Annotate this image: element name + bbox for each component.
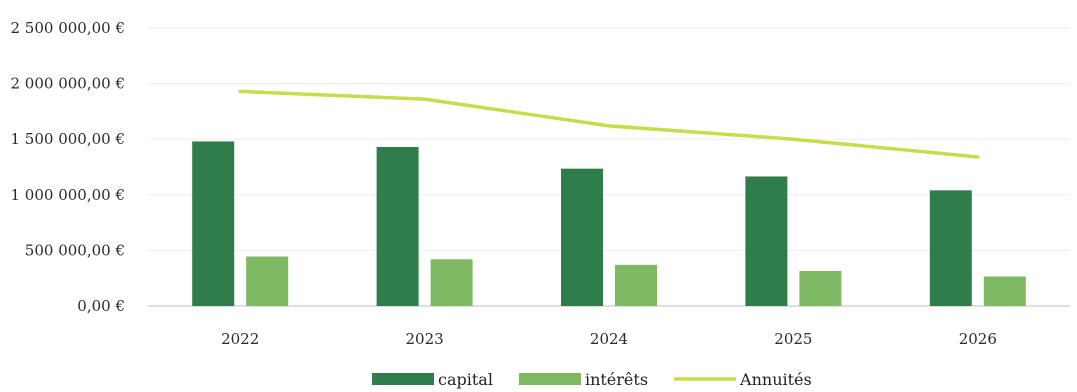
bar-capital-2023 bbox=[376, 146, 419, 306]
x-tick-label: 2024 bbox=[590, 330, 628, 348]
legend-swatch bbox=[518, 373, 581, 385]
y-tick-label: 500 000,00 € bbox=[25, 241, 125, 259]
bar-capital-2022 bbox=[192, 141, 235, 306]
gridlines bbox=[148, 27, 1070, 307]
bar-intrts-2022 bbox=[246, 256, 289, 306]
bar-intrts-2026 bbox=[983, 276, 1026, 306]
legend-label: capital bbox=[438, 370, 493, 389]
bar-capital-2026 bbox=[929, 190, 972, 306]
legend-label: intérêts bbox=[585, 370, 648, 389]
bar-intrts-2024 bbox=[615, 264, 657, 306]
bar-capital-2025 bbox=[745, 176, 788, 306]
legend-label: Annuités bbox=[739, 370, 812, 389]
x-tick-label: 2025 bbox=[774, 330, 812, 348]
y-tick-label: 2 000 000,00 € bbox=[10, 75, 125, 93]
y-tick-label: 0,00 € bbox=[77, 297, 125, 315]
y-tick-label: 1 000 000,00 € bbox=[10, 186, 125, 204]
bar-intrts-2025 bbox=[799, 270, 842, 306]
line-annuites bbox=[238, 89, 980, 159]
x-tick-label: 2026 bbox=[959, 330, 997, 348]
line-series bbox=[238, 89, 980, 159]
legend: capital intérêts Annuités bbox=[372, 370, 812, 389]
x-tick-label: 2023 bbox=[406, 330, 444, 348]
bar-intrts-2023 bbox=[430, 259, 473, 306]
y-axis-tick-labels: 0,00 € 500 000,00 € 1 000 000,00 € 1 500 00… bbox=[10, 19, 125, 315]
legend-swatch bbox=[372, 373, 434, 385]
y-tick-label: 2 500 000,00 € bbox=[10, 19, 125, 37]
bar-capital-2024 bbox=[561, 168, 603, 306]
y-tick-label: 1 500 000,00 € bbox=[10, 130, 125, 148]
bar-series bbox=[192, 141, 1026, 306]
x-tick-label: 2022 bbox=[221, 330, 259, 348]
x-axis-tick-labels: 2022 2023 2024 2025 2026 bbox=[221, 330, 997, 348]
